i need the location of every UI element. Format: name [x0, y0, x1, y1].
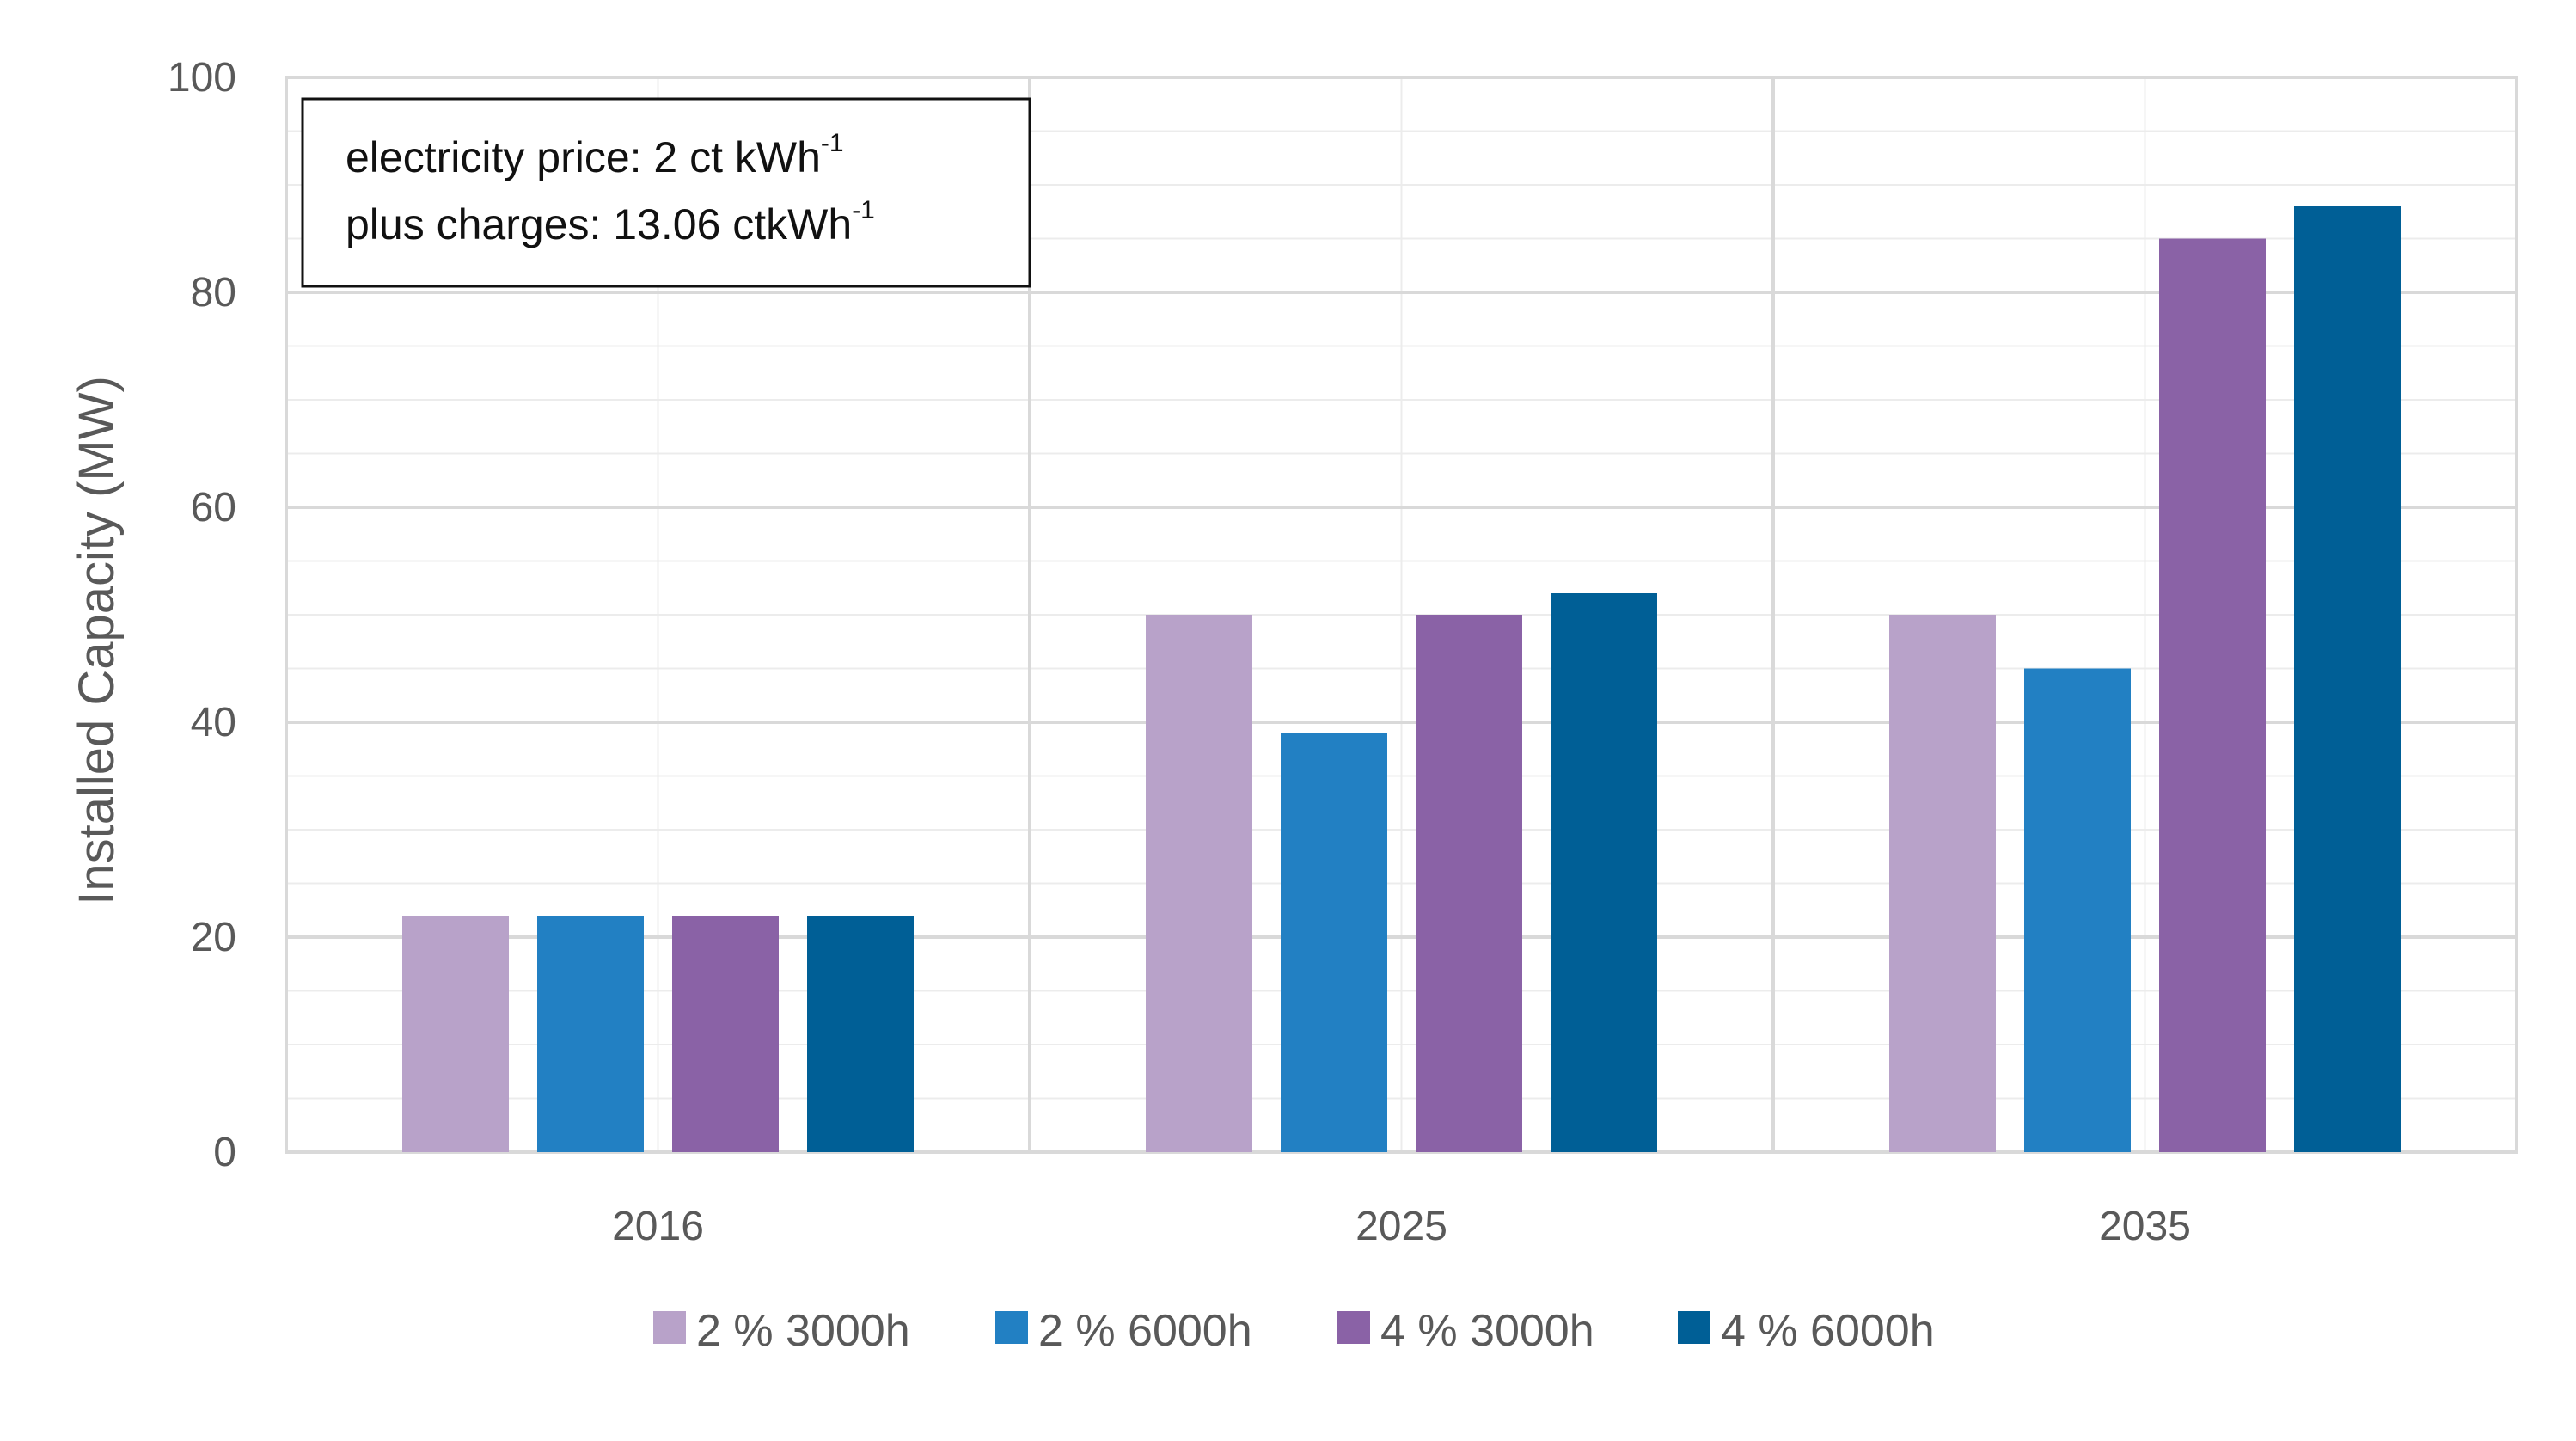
bar-2025-series-3: [1416, 615, 1522, 1152]
minor-gridlines: [286, 77, 2517, 1152]
annotation-box: electricity price: 2 ct kWh-1 plus charg…: [301, 97, 1031, 288]
annotation-line-1-superscript: -1: [821, 129, 844, 157]
y-tick-label: 20: [191, 915, 236, 960]
annotation-box-border: [301, 97, 1031, 288]
bar-2035-series-3: [2159, 238, 2266, 1152]
bar-2016-series-2: [537, 916, 644, 1152]
bar-2035-series-4: [2294, 206, 2401, 1152]
legend-label-series-4: 4 % 6000h: [1721, 1306, 1935, 1356]
bar-2035-series-2: [2024, 668, 2131, 1152]
bars-group: [402, 206, 2401, 1152]
bar-2025-series-4: [1551, 593, 1657, 1152]
legend-label-series-1: 2 % 3000h: [696, 1306, 910, 1356]
major-gridlines: [286, 77, 2517, 1152]
bar-2016-series-1: [402, 916, 509, 1152]
x-axis-tick-labels: 2016 2025 2035: [612, 1204, 2191, 1249]
y-tick-label: 80: [191, 270, 236, 316]
legend-swatch-series-3: [1337, 1311, 1370, 1344]
y-axis-title: Installed Capacity (MW): [69, 376, 125, 905]
bar-2025-series-2: [1281, 733, 1387, 1152]
bar-2016-series-4: [807, 916, 914, 1152]
y-axis-tick-labels: 0 20 40 60 80 100: [168, 55, 236, 1175]
x-tick-label: 2016: [612, 1204, 704, 1249]
y-tick-label: 40: [191, 700, 236, 745]
x-tick-label: 2035: [2099, 1204, 2191, 1249]
y-tick-label: 0: [213, 1130, 236, 1175]
legend-label-series-2: 2 % 6000h: [1038, 1306, 1252, 1356]
annotation-line-1: electricity price: 2 ct kWh-1: [346, 129, 844, 181]
legend-label-series-3: 4 % 3000h: [1380, 1306, 1594, 1356]
legend: 2 % 3000h 2 % 6000h 4 % 3000h 4 % 6000h: [653, 1306, 1935, 1356]
annotation-line-1-text: electricity price: 2 ct kWh: [346, 133, 821, 181]
plot-area-frame: [285, 76, 2518, 1154]
bar-2025-series-1: [1146, 615, 1252, 1152]
legend-swatch-series-2: [995, 1311, 1028, 1344]
annotation-line-2-text: plus charges: 13.06 ctkWh: [346, 200, 852, 248]
plot-frame: [285, 76, 2518, 1154]
bar-2035-series-1: [1889, 615, 1996, 1152]
y-tick-label: 60: [191, 485, 236, 530]
annotation-line-2-superscript: -1: [852, 196, 875, 224]
legend-swatch-series-4: [1678, 1311, 1710, 1344]
annotation-line-2: plus charges: 13.06 ctkWh-1: [346, 196, 875, 248]
legend-swatch-series-1: [653, 1311, 686, 1344]
x-tick-label: 2025: [1355, 1204, 1447, 1249]
y-tick-label: 100: [168, 55, 236, 101]
bar-2016-series-3: [672, 916, 779, 1152]
